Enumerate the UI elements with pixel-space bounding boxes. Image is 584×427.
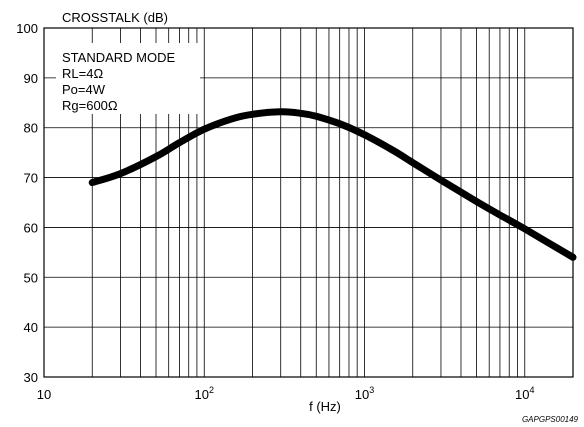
figure-code: GAPGPS00149 (522, 415, 579, 424)
y-tick-label: 80 (24, 121, 38, 136)
y-tick-label: 40 (24, 320, 38, 335)
chart-title: CROSSTALK (dB) (62, 10, 168, 25)
annotation-line: RL=4Ω (62, 66, 103, 81)
annotation-background (56, 43, 200, 114)
y-tick-label: 70 (24, 171, 38, 186)
series-line (88, 108, 577, 261)
y-tick-label: 100 (16, 21, 38, 36)
y-tick-label: 50 (24, 270, 38, 285)
annotation-line: STANDARD MODE (62, 50, 175, 65)
y-tick-label: 90 (24, 71, 38, 86)
x-tick-label: 102 (195, 385, 214, 402)
plot-frame (43, 27, 574, 378)
y-tick-label: 30 (24, 370, 38, 385)
y-tick-label: 60 (24, 220, 38, 235)
x-tick-label: 10 (37, 387, 51, 402)
x-axis-label: f (Hz) (309, 399, 341, 414)
x-tick-label: 104 (515, 385, 534, 402)
y-tick-labels: 30 40 50 60 70 80 90 100 (16, 21, 38, 385)
x-tick-labels: 10 102 103 104 (37, 385, 535, 402)
annotation-line: Rg=600Ω (62, 98, 118, 113)
x-tick-label: 103 (355, 385, 374, 402)
annotation-line: Po=4W (62, 82, 106, 97)
